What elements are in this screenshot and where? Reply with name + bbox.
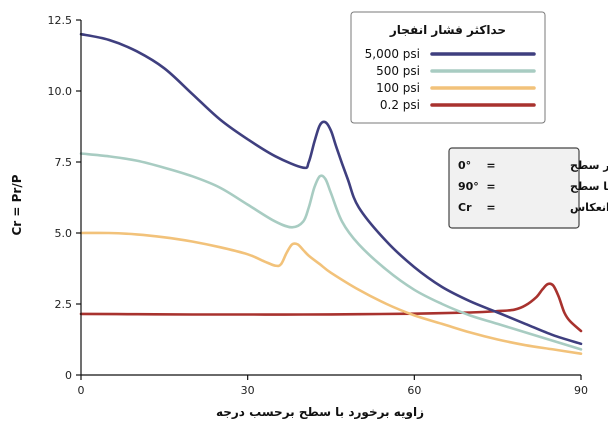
note-symbol: 0°: [458, 159, 471, 172]
note-symbol: Cr: [458, 201, 472, 214]
y-tick-label: 2.5: [55, 298, 73, 311]
legend: حداکثر فشار انفجار 5,000 psi 500 psi 100 p…: [350, 11, 546, 124]
notes-rows: عمود بر سطح = 0° موازی با سطح = 90° ضریب انعکا…: [458, 159, 608, 214]
legend-entries: 5,000 psi 500 psi 100 psi 0.2 psi: [365, 47, 536, 112]
notes-box: عمود بر سطح = 0° موازی با سطح = 90° ضریب انعکا…: [448, 147, 608, 229]
x-tick-label: 30: [241, 384, 255, 397]
note-equals: =: [486, 180, 495, 193]
y-tick-label: 12.5: [48, 14, 73, 27]
legend-label: 500 psi: [376, 64, 420, 78]
y-ticks: 0 2.5 5.0 7.5 10.0 12.5: [48, 14, 81, 382]
x-tick-label: 90: [574, 384, 588, 397]
note-equals: =: [486, 201, 495, 214]
y-tick-label: 5.0: [55, 227, 73, 240]
x-ticks: 0 30 60 90: [78, 375, 588, 397]
legend-label: 5,000 psi: [365, 47, 420, 61]
series-line-0.2-psi: [79, 282, 583, 333]
y-tick-label: 10.0: [48, 85, 73, 98]
legend-box: [350, 11, 546, 124]
note-equals: =: [486, 159, 495, 172]
y-tick-label: 7.5: [55, 156, 73, 169]
note-text: عمود بر سطح: [570, 159, 608, 172]
x-tick-label: 0: [78, 384, 85, 397]
x-tick-label: 60: [407, 384, 421, 397]
legend-label: 0.2 psi: [380, 98, 420, 112]
series-line-5-000-psi: [79, 32, 583, 346]
x-axis-title: زاویه برخورد با سطح برحسب درجه: [216, 405, 424, 420]
series-line-500-psi: [79, 152, 583, 351]
note-symbol: 90°: [458, 180, 479, 193]
series-line-100-psi: [79, 231, 583, 355]
series-layer: [79, 32, 583, 355]
note-text: موازی با سطح: [570, 180, 608, 193]
plot-area: 0 2.5 5.0 7.5 10.0 12.5 0 30 60 90: [48, 14, 589, 397]
y-tick-label: 0: [65, 369, 72, 382]
y-axis-title: Cr = Pr/P: [10, 174, 24, 235]
legend-title: حداکثر فشار انفجار: [389, 23, 506, 37]
legend-label: 100 psi: [376, 81, 420, 95]
note-text: ضریب انعکاس: [570, 201, 608, 214]
notes-frame: [448, 147, 580, 229]
